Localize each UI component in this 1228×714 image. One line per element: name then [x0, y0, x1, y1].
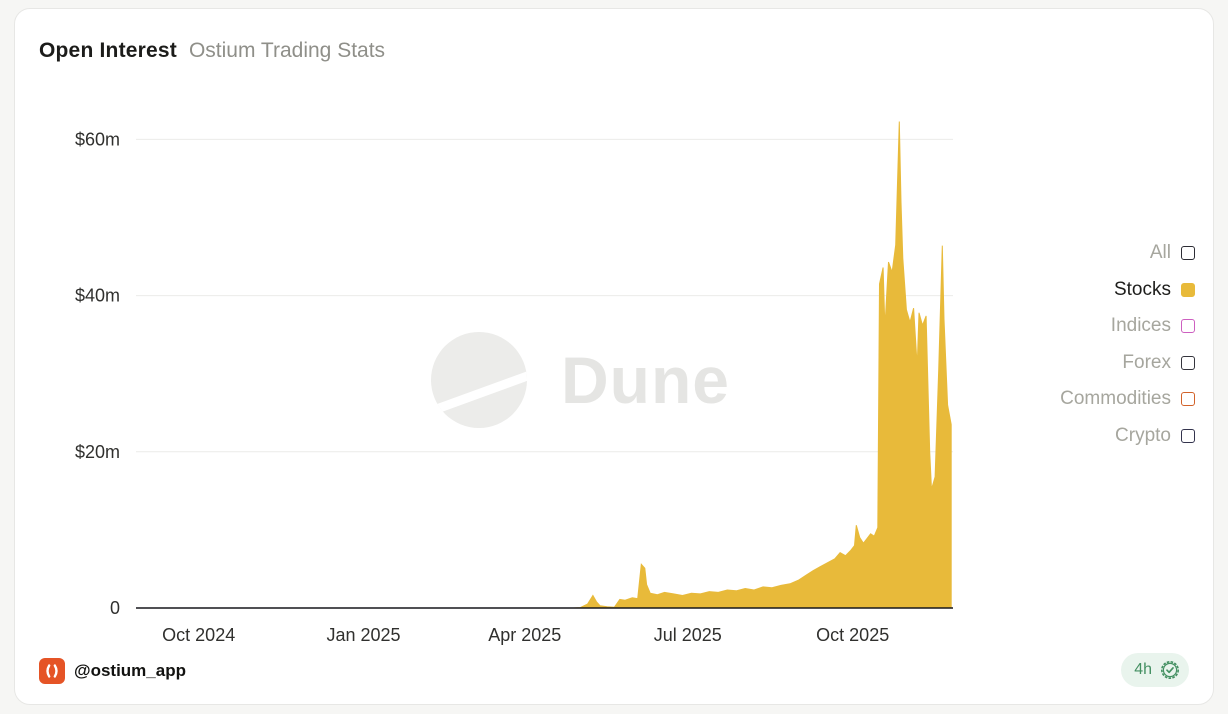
legend-label: Stocks — [1113, 278, 1171, 300]
legend-label: Commodities — [1060, 388, 1171, 410]
legend-swatch-indices — [1181, 319, 1195, 334]
y-tick-label: $20m — [75, 442, 120, 462]
legend-swatch-forex — [1181, 355, 1195, 370]
chart-svg[interactable]: 0 $20m $40m $60m Oct 2024 Jan 2025 Apr 2025 Jul… — [25, 94, 985, 664]
y-tick-label: $40m — [75, 286, 120, 306]
legend-label: Forex — [1122, 351, 1171, 373]
legend-swatch-commodities — [1181, 392, 1195, 407]
legend-item-all[interactable]: All — [1060, 235, 1195, 272]
y-tick-label: $60m — [75, 129, 120, 149]
legend-item-forex[interactable]: Forex — [1060, 345, 1195, 382]
verified-check-icon — [1159, 659, 1181, 681]
chart-card: Open Interest Ostium Trading Stats 0 $20m… — [14, 8, 1214, 705]
legend-label: Indices — [1110, 315, 1171, 337]
legend-item-crypto[interactable]: Crypto — [1060, 418, 1195, 455]
chart-header: Open Interest Ostium Trading Stats — [39, 39, 385, 63]
x-tick-label: Jan 2025 — [326, 625, 400, 645]
legend-swatch-crypto — [1181, 428, 1195, 443]
y-tick-label: 0 — [110, 598, 120, 618]
legend-swatch-all — [1181, 246, 1195, 261]
page-title: Open Interest — [39, 39, 177, 62]
legend-item-indices[interactable]: Indices — [1060, 308, 1195, 345]
refresh-status-badge[interactable]: 4h — [1121, 653, 1189, 687]
legend-swatch-stocks — [1181, 282, 1195, 297]
legend: All Stocks Indices Forex Commodities Crypto — [1060, 235, 1195, 454]
area-series-stocks — [136, 121, 952, 609]
x-tick-label: Oct 2024 — [162, 625, 235, 645]
refresh-age-label: 4h — [1134, 661, 1152, 678]
legend-item-commodities[interactable]: Commodities — [1060, 381, 1195, 418]
page-subtitle: Ostium Trading Stats — [188, 39, 386, 62]
account-name: @ostium_app — [74, 661, 186, 680]
legend-label: All — [1149, 242, 1171, 264]
x-tick-label: Apr 2025 — [488, 625, 561, 645]
x-tick-label: Jul 2025 — [654, 625, 722, 645]
legend-item-stocks[interactable]: Stocks — [1060, 272, 1195, 309]
legend-label: Crypto — [1115, 424, 1171, 446]
ostium-logo-icon — [39, 658, 65, 684]
footer-account[interactable]: @ostium_app — [39, 658, 186, 684]
x-tick-label: Oct 2025 — [816, 625, 889, 645]
